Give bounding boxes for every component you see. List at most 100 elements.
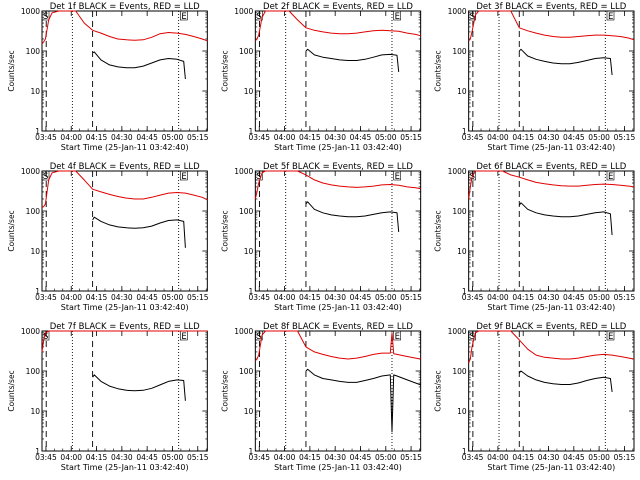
x-tick-label: 05:15	[187, 453, 209, 462]
series-events	[518, 48, 613, 76]
y-tick-label: 1000	[234, 7, 253, 16]
x-tick-label: 04:00	[274, 293, 296, 302]
x-tick-label: 05:15	[614, 453, 636, 462]
x-tick-label: 05:00	[588, 293, 610, 302]
x-tick-label: 04:30	[111, 453, 133, 462]
marker-s: S	[470, 12, 475, 22]
y-axis-label: Counts/sec	[434, 210, 443, 251]
plot-frame	[254, 170, 422, 292]
marker-box	[180, 10, 188, 21]
marker-box	[606, 170, 615, 181]
marker-e: E	[395, 332, 400, 342]
marker-box	[393, 330, 401, 341]
x-axis-label: Start Time (25-Jan-11 03:42:40)	[274, 143, 402, 152]
y-tick-label: 1	[249, 127, 254, 136]
x-tick-label: 04:00	[60, 453, 82, 462]
x-tick-label: 05:00	[162, 453, 184, 462]
y-tick-label: 1	[249, 287, 254, 296]
panel-2: Det 2f BLACK = Events, RED = LLD 1 10 100 10…	[220, 2, 422, 152]
x-tick-label: 05:00	[588, 453, 610, 462]
y-tick-label: 100	[452, 47, 467, 56]
y-tick-label: 1	[462, 127, 467, 136]
x-tick-label: 05:15	[614, 293, 636, 302]
series-lld	[41, 10, 208, 45]
x-tick-label: 03:45	[248, 133, 270, 142]
x-tick-label: 04:00	[487, 293, 509, 302]
x-tick-label: 04:30	[324, 293, 346, 302]
x-tick-label: 04:45	[350, 453, 372, 462]
y-tick-label: 100	[239, 47, 254, 56]
chart-title: Det 5f BLACK = Events, RED = LLD	[263, 162, 413, 172]
marker-box	[393, 170, 401, 181]
panel-6: Det 6f BLACK = Events, RED = LLD 1 10 100 10…	[434, 162, 636, 312]
y-tick-label: 10	[244, 87, 254, 96]
x-tick-label: 04:30	[538, 293, 560, 302]
marker-box	[41, 10, 50, 21]
y-tick-label: 1000	[448, 167, 467, 176]
panel-7: Det 7f BLACK = Events, RED = LLD 1 10 100 10…	[7, 322, 209, 472]
chart-title: Det 3f BLACK = Events, RED = LLD	[476, 2, 626, 12]
y-tick-label: 1	[462, 447, 467, 456]
y-tick-label: 10	[30, 87, 40, 96]
marker-e: E	[181, 332, 186, 342]
marker-e: E	[608, 172, 613, 182]
marker-e: E	[608, 332, 613, 342]
marker-s: S	[256, 172, 261, 182]
plot-frame	[41, 10, 208, 132]
series-lld	[468, 170, 635, 200]
x-tick-label: 03:45	[462, 293, 484, 302]
y-tick-label: 1	[35, 287, 40, 296]
x-tick-label: 04:15	[299, 453, 321, 462]
plot-frame	[468, 170, 635, 292]
marker-e: E	[608, 12, 613, 22]
x-tick-label: 04:45	[350, 133, 372, 142]
x-tick-label: 04:45	[350, 293, 372, 302]
panel-4: Det 4f BLACK = Events, RED = LLD 1 10 100 10…	[7, 162, 209, 312]
y-tick-label: 100	[26, 367, 41, 376]
y-tick-label: 1000	[21, 327, 40, 336]
chart-title: Det 9f BLACK = Events, RED = LLD	[476, 322, 626, 332]
series-events	[518, 202, 613, 236]
x-axis-label: Start Time (25-Jan-11 03:42:40)	[61, 303, 189, 312]
x-tick-label: 05:15	[187, 133, 209, 142]
x-axis-label: Start Time (25-Jan-11 03:42:40)	[487, 143, 615, 152]
x-tick-label: 04:00	[60, 133, 82, 142]
x-tick-label: 04:15	[86, 133, 108, 142]
y-tick-label: 1000	[234, 167, 253, 176]
y-tick-label: 10	[457, 407, 467, 416]
x-tick-label: 04:45	[136, 293, 158, 302]
y-tick-label: 1	[35, 447, 40, 456]
x-tick-label: 05:00	[162, 133, 184, 142]
series-events	[305, 48, 400, 72]
x-tick-label: 05:15	[614, 133, 636, 142]
marker-box	[255, 170, 263, 181]
marker-s: S	[256, 332, 261, 342]
marker-box	[180, 170, 188, 181]
x-tick-label: 03:45	[462, 453, 484, 462]
y-tick-label: 1	[249, 447, 254, 456]
x-tick-label: 04:00	[487, 453, 509, 462]
series-lld	[254, 170, 421, 200]
plot-frame	[254, 330, 422, 452]
y-axis-label: Counts/sec	[434, 50, 443, 91]
x-tick-label: 05:15	[400, 133, 422, 142]
x-tick-label: 05:00	[588, 133, 610, 142]
x-tick-label: 04:30	[111, 293, 133, 302]
x-tick-label: 05:15	[400, 453, 422, 462]
marker-s: S	[43, 12, 48, 22]
plot-frame	[468, 330, 635, 452]
y-tick-label: 10	[244, 407, 254, 416]
x-tick-label: 05:00	[375, 453, 397, 462]
series-lld	[41, 170, 208, 209]
marker-e: E	[395, 172, 400, 182]
marker-box	[41, 170, 50, 181]
x-tick-label: 04:45	[563, 453, 585, 462]
chart-title: Det 1f BLACK = Events, RED = LLD	[50, 2, 200, 12]
x-tick-label: 04:15	[299, 293, 321, 302]
y-axis-label: Counts/sec	[220, 210, 229, 251]
x-tick-label: 03:45	[248, 293, 270, 302]
series-lld	[254, 330, 421, 362]
y-tick-label: 10	[457, 247, 467, 256]
x-tick-label: 05:15	[400, 293, 422, 302]
marker-e: E	[181, 172, 186, 182]
